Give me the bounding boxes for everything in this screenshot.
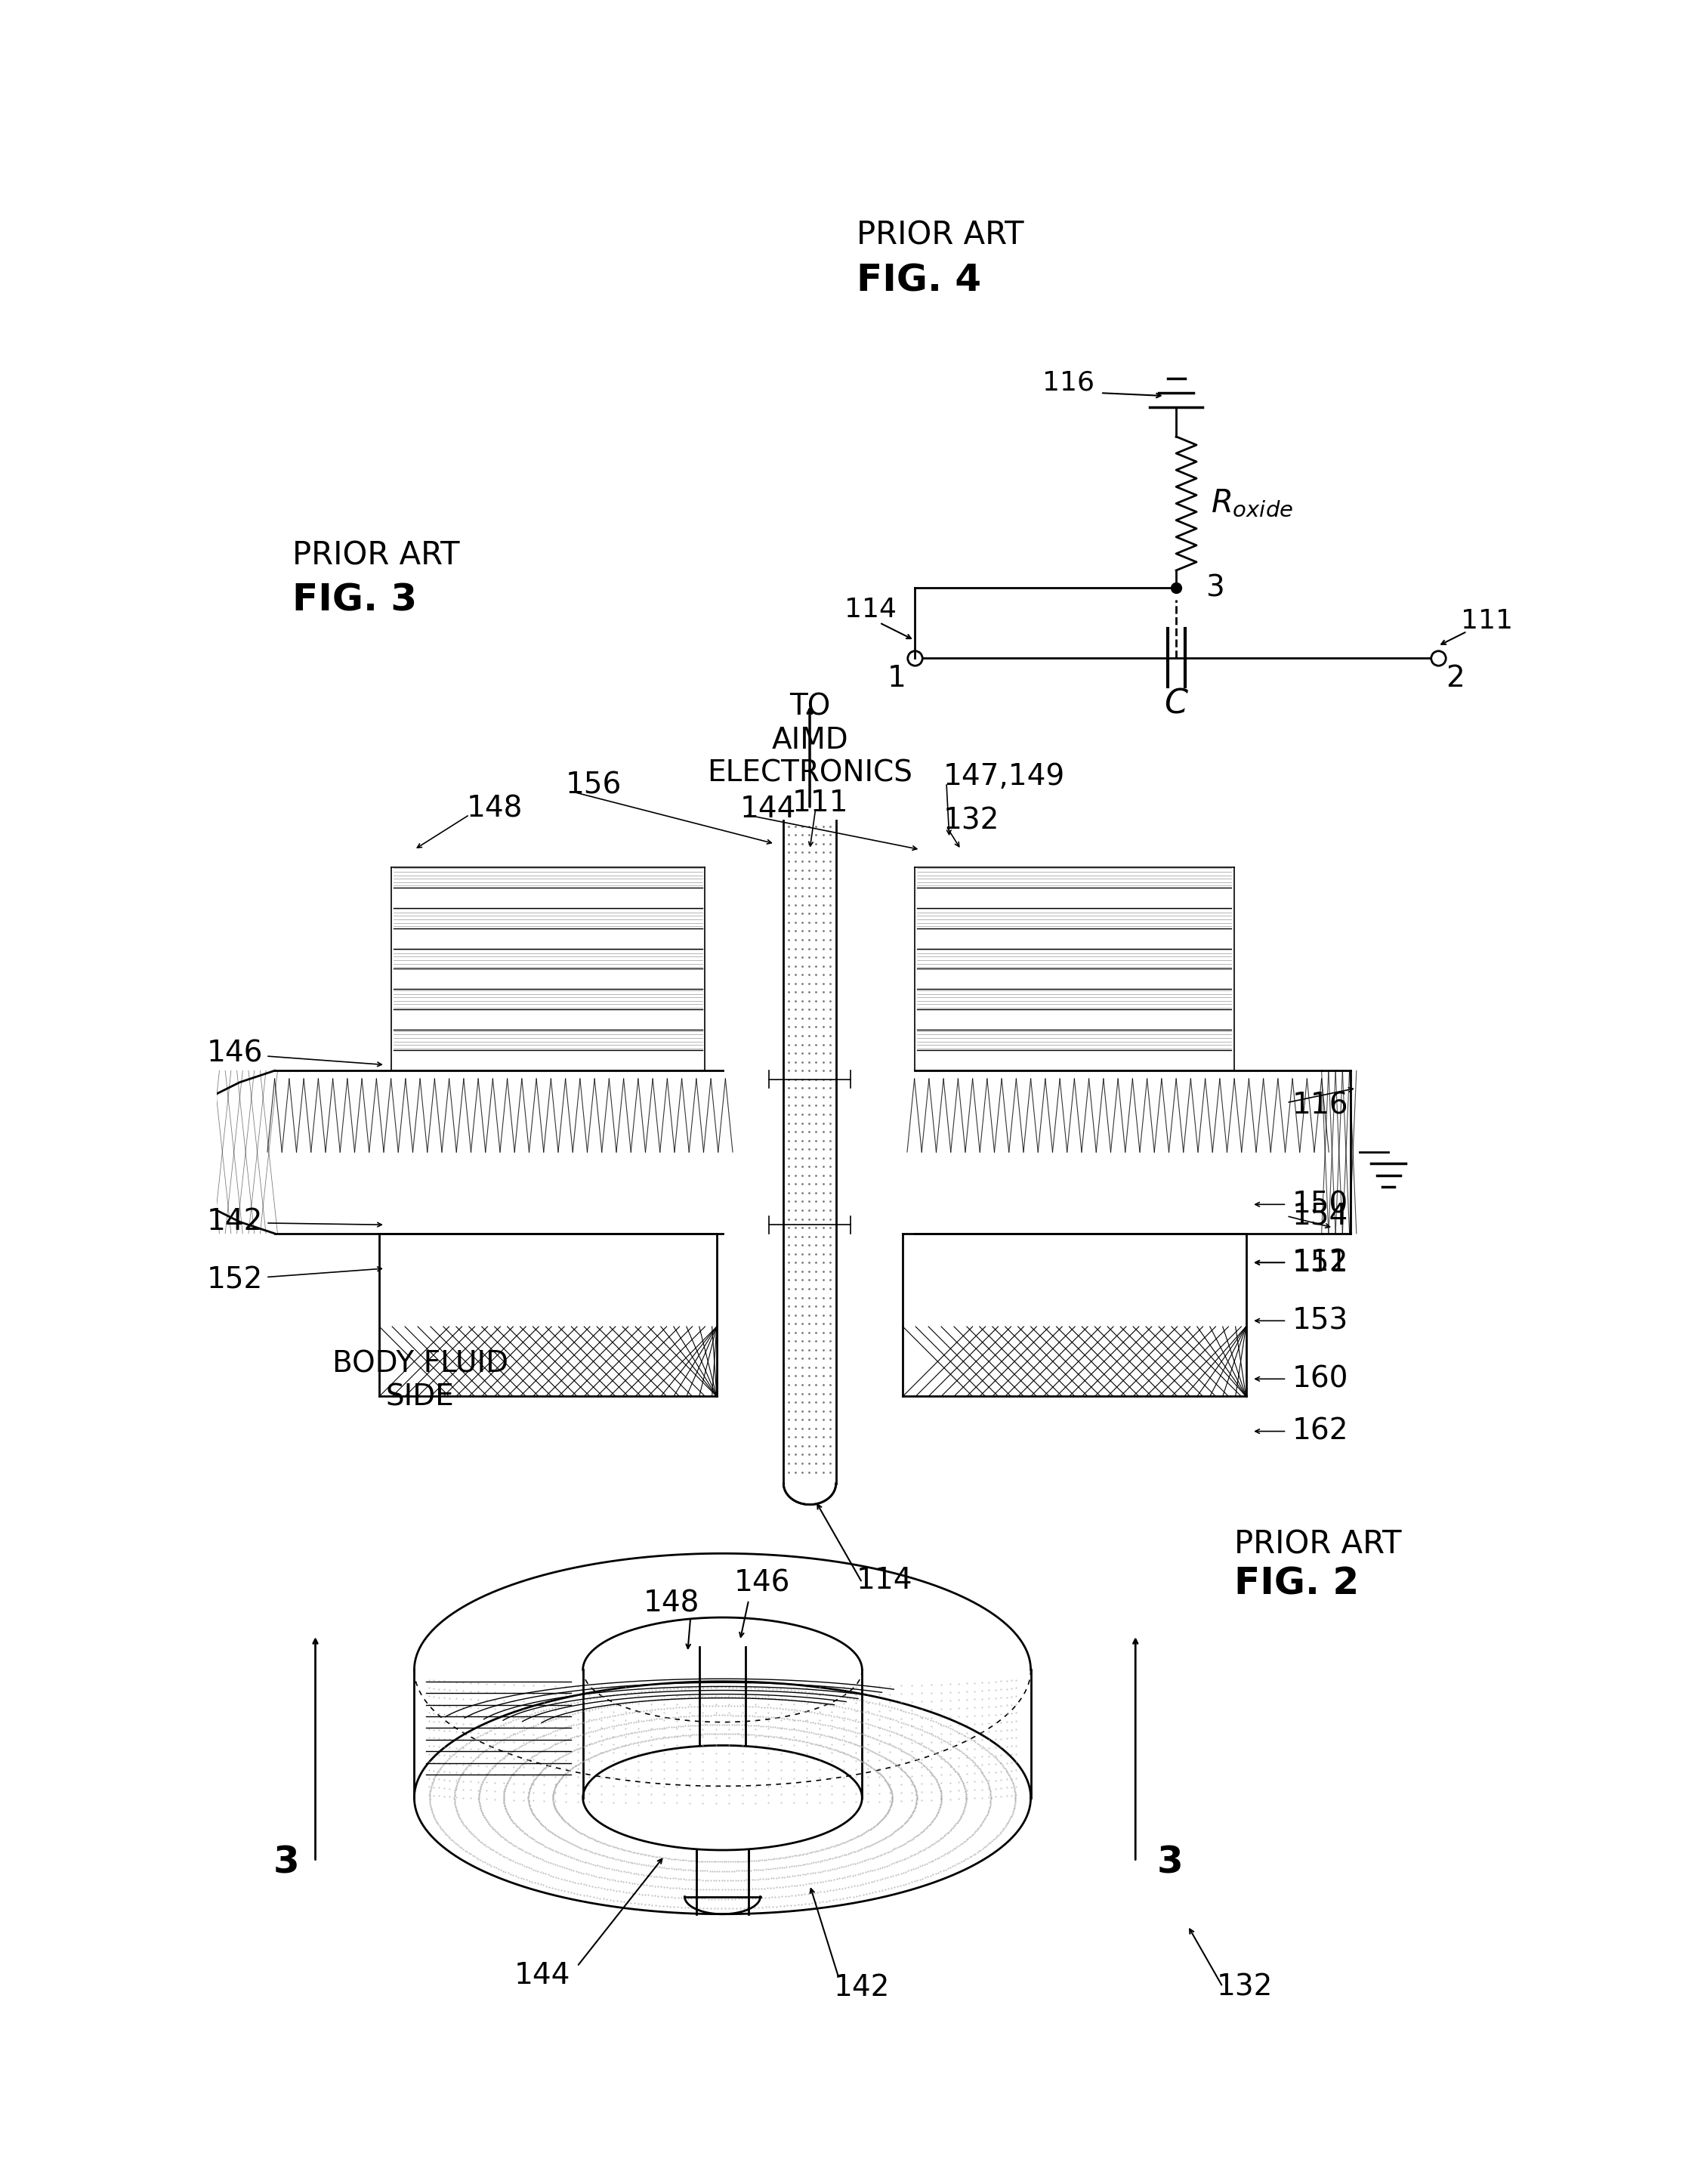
- Text: 112: 112: [1292, 1249, 1348, 1278]
- Text: PRIOR ART: PRIOR ART: [292, 539, 460, 572]
- Text: 1: 1: [888, 664, 907, 692]
- Text: 146: 146: [207, 1040, 263, 1068]
- Text: 116: 116: [1043, 369, 1095, 395]
- Text: 153: 153: [1292, 1306, 1348, 1334]
- Text: 2: 2: [1447, 664, 1465, 692]
- Text: $R_{oxide}$: $R_{oxide}$: [1211, 487, 1294, 520]
- Text: 132: 132: [944, 806, 1000, 834]
- Text: 160: 160: [1292, 1365, 1348, 1393]
- Text: 114: 114: [856, 1566, 912, 1594]
- Text: 151: 151: [1292, 1249, 1348, 1278]
- Text: FIG. 3: FIG. 3: [292, 583, 416, 618]
- Text: 144: 144: [514, 1961, 571, 1990]
- Text: 150: 150: [1292, 1190, 1348, 1219]
- Text: 152: 152: [207, 1267, 263, 1295]
- Text: 148: 148: [467, 795, 523, 823]
- Text: 146: 146: [734, 1568, 790, 1597]
- Text: 116: 116: [1292, 1092, 1348, 1120]
- Text: 162: 162: [1292, 1417, 1348, 1446]
- Text: BODY FLUID
SIDE: BODY FLUID SIDE: [333, 1350, 508, 1411]
- Text: 148: 148: [644, 1590, 700, 1618]
- Text: 142: 142: [834, 1972, 890, 2001]
- Text: 3: 3: [273, 1845, 299, 1880]
- Text: 132: 132: [1217, 1972, 1274, 2001]
- Text: TO
AIMD
ELECTRONICS: TO AIMD ELECTRONICS: [706, 692, 912, 788]
- Text: FIG. 4: FIG. 4: [856, 262, 981, 299]
- Text: 144: 144: [740, 795, 796, 823]
- Text: 111: 111: [793, 788, 849, 817]
- Text: 142: 142: [207, 1208, 263, 1236]
- Text: PRIOR ART: PRIOR ART: [1234, 1529, 1401, 1559]
- Text: 111: 111: [1462, 607, 1513, 633]
- Text: C: C: [1165, 688, 1189, 721]
- Text: 154: 154: [1292, 1201, 1348, 1230]
- Text: 3: 3: [1206, 574, 1224, 603]
- Text: 3: 3: [1158, 1845, 1184, 1880]
- Text: PRIOR ART: PRIOR ART: [856, 221, 1024, 251]
- Text: 147,149: 147,149: [944, 762, 1065, 791]
- Text: 156: 156: [565, 771, 621, 799]
- Text: FIG. 2: FIG. 2: [1234, 1566, 1358, 1601]
- Text: 114: 114: [844, 596, 897, 622]
